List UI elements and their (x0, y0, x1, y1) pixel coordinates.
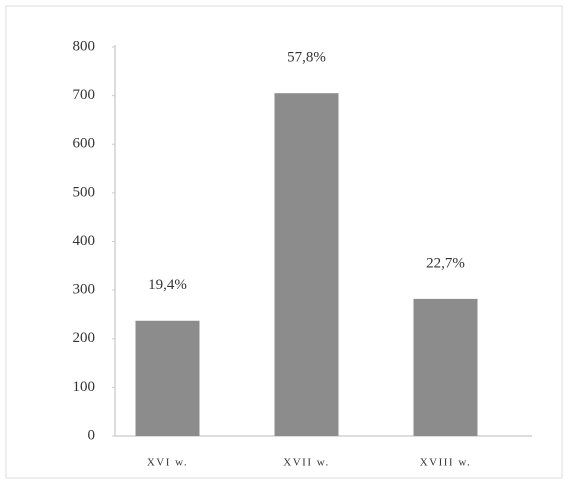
y-tick-label: 400 (73, 233, 96, 249)
y-tick-label: 500 (73, 184, 96, 200)
y-tick-label: 700 (73, 87, 96, 103)
y-tick-label: 100 (73, 379, 96, 395)
bar (135, 320, 200, 436)
y-tick-label: 600 (73, 136, 96, 152)
bar-annotation: 22,7% (426, 255, 465, 271)
bar (274, 93, 339, 436)
x-tick-label: XVIII w. (420, 457, 472, 469)
y-tick-label: 800 (73, 38, 96, 54)
y-tick-label: 300 (73, 282, 96, 298)
x-tick-label: XVI w. (147, 457, 188, 469)
y-tick-label: 200 (73, 330, 96, 346)
x-tick-label: XVII w. (283, 457, 329, 469)
bar-annotation: 57,8% (287, 50, 326, 66)
bar-annotation: 19,4% (148, 277, 187, 293)
bar (413, 298, 478, 436)
chart-frame (5, 5, 563, 479)
y-tick-label: 0 (88, 427, 96, 443)
